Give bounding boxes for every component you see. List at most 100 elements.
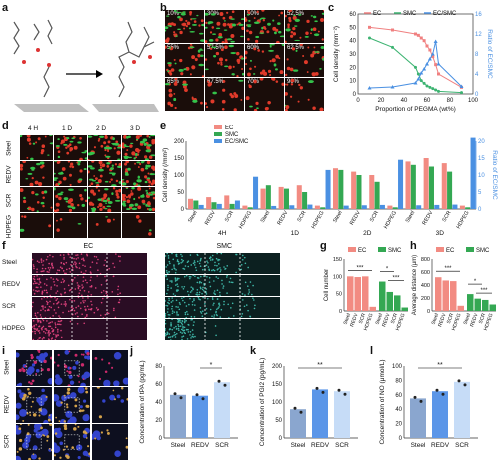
cell-dot xyxy=(236,23,239,26)
cell-dot xyxy=(60,262,63,264)
tick-label: 100 xyxy=(333,274,342,280)
cell-dot xyxy=(62,278,64,280)
cell-dot xyxy=(241,67,244,70)
cell-dot xyxy=(320,18,324,22)
bar xyxy=(379,281,386,311)
cell-dot xyxy=(62,311,64,314)
microscopy-tile: 70% xyxy=(245,78,284,111)
tick-label: 800 xyxy=(421,257,430,263)
cell-dot xyxy=(217,36,223,39)
tick-label: 50 xyxy=(336,292,342,298)
bar xyxy=(265,185,271,209)
cell-dot xyxy=(81,287,84,289)
cell-dot xyxy=(48,338,50,340)
cell-dot xyxy=(137,205,142,210)
cell-dot xyxy=(38,277,41,280)
nucleus xyxy=(75,360,79,365)
cell-dot xyxy=(135,135,140,140)
cell-dot xyxy=(151,207,155,212)
cell-dot xyxy=(40,259,43,261)
cell-dot xyxy=(130,142,134,145)
cell-dot xyxy=(131,207,138,210)
cell-dot xyxy=(73,276,76,279)
marker-dot xyxy=(69,367,72,370)
y-axis-label: Concentration of tPA (pg/mL) xyxy=(139,360,146,443)
tick-label: 80 xyxy=(447,98,454,104)
cell-dot xyxy=(76,312,78,314)
category-label: SCR xyxy=(335,442,349,449)
cell-dot xyxy=(219,270,222,273)
cell-dot xyxy=(64,292,66,294)
category-label: SCR xyxy=(390,312,399,324)
data-point xyxy=(195,393,199,397)
cell-dot xyxy=(64,301,67,303)
cell-dot xyxy=(245,56,247,60)
data-point xyxy=(425,84,429,88)
cell-dot xyxy=(289,67,294,72)
cell-dot xyxy=(125,168,128,171)
cell-dot xyxy=(90,293,93,296)
cell-dot xyxy=(101,297,104,300)
cell-dot xyxy=(73,300,76,302)
cell-dot xyxy=(115,189,119,193)
cell-dot xyxy=(112,262,114,265)
cell-dot xyxy=(82,264,84,267)
cell-dot xyxy=(190,264,193,266)
marker-dot xyxy=(63,394,66,397)
cell-dot xyxy=(312,15,317,19)
data-point xyxy=(441,392,445,396)
cell-dot xyxy=(211,26,215,29)
cell-dots xyxy=(32,297,121,318)
bar xyxy=(401,307,408,311)
bar xyxy=(387,205,393,209)
cell-dot xyxy=(38,261,40,264)
marker-dot xyxy=(40,426,43,430)
category-label: REDV xyxy=(431,442,450,449)
cell-dot xyxy=(133,182,137,186)
cell-dot xyxy=(171,335,174,338)
cell-dot xyxy=(171,310,174,312)
cell-dot xyxy=(84,157,87,160)
cell-dot xyxy=(213,269,216,272)
cell-dot xyxy=(55,312,57,314)
cell-dot xyxy=(209,256,212,259)
cell-dot xyxy=(42,336,45,339)
significance-label: ** xyxy=(437,362,443,369)
tick-label: 20 xyxy=(395,422,402,428)
cell-dot xyxy=(189,46,195,49)
cell-dot xyxy=(152,181,155,185)
cell-dot xyxy=(45,300,48,303)
cell-dot xyxy=(174,278,177,280)
cell-dot xyxy=(144,167,149,170)
marker-dot xyxy=(64,426,68,431)
cell-dot xyxy=(57,138,60,141)
cell-dot xyxy=(219,291,221,294)
panel-label-i: i xyxy=(2,345,6,357)
cell-dot xyxy=(36,210,39,212)
cell-dot xyxy=(280,11,284,15)
cell-dot xyxy=(76,254,79,256)
marker-dot xyxy=(48,414,51,417)
cell-dot xyxy=(73,145,78,150)
cell-dot xyxy=(218,304,221,306)
legend-label: EC xyxy=(446,248,455,254)
cell-dot xyxy=(207,21,214,24)
cell-dot xyxy=(59,323,62,326)
cell-dot xyxy=(40,316,43,318)
cell-dot xyxy=(187,294,190,296)
cell-dot xyxy=(78,262,81,265)
legend-swatch xyxy=(214,125,222,129)
marker-dot xyxy=(62,448,65,451)
cell-dot xyxy=(79,193,83,198)
data-point xyxy=(459,84,464,88)
cell-dot xyxy=(37,321,39,323)
cell-dot xyxy=(209,285,212,288)
cell-dot xyxy=(317,30,320,33)
cell-dot xyxy=(69,147,74,151)
bar xyxy=(354,277,361,311)
cell-dots xyxy=(245,44,284,77)
cell-dots xyxy=(54,187,87,212)
migration-image xyxy=(165,297,280,318)
cell-dot xyxy=(225,276,228,278)
cell-dot xyxy=(215,313,218,316)
